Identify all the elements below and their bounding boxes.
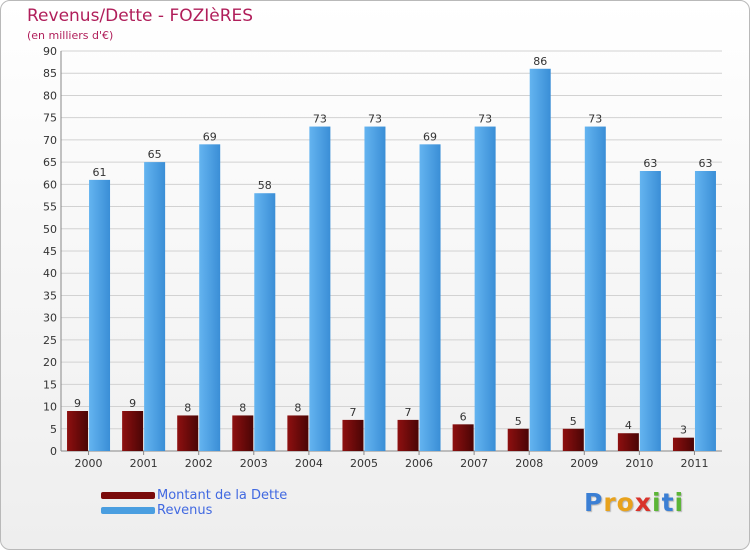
x-tick-label: 2001: [130, 457, 158, 470]
data-label-revenue: 58: [258, 179, 272, 192]
x-tick-label: 2005: [350, 457, 378, 470]
proxiti-logo: Proxiti: [584, 488, 684, 517]
bar-revenue: [254, 193, 276, 451]
y-tick-label: 5: [50, 423, 57, 436]
data-label-debt: 7: [349, 406, 356, 419]
legend-swatch-debt: [101, 492, 155, 499]
bar-revenue: [529, 68, 551, 452]
x-tick-label: 2006: [405, 457, 433, 470]
bar-revenue: [584, 126, 606, 452]
y-tick-label: 80: [43, 89, 57, 102]
data-label-revenue: 73: [313, 113, 327, 126]
data-label-revenue: 65: [148, 148, 162, 161]
bar-revenue: [89, 179, 111, 451]
bar-revenue: [309, 126, 331, 452]
logo-letter: i: [674, 488, 685, 517]
x-tick-label: 2002: [185, 457, 213, 470]
logo-letter: x: [634, 488, 652, 517]
bar-revenue: [144, 162, 166, 451]
y-tick-label: 15: [43, 378, 57, 391]
data-label-debt: 6: [460, 410, 467, 423]
bar-debt: [177, 415, 199, 451]
y-tick-label: 40: [43, 267, 57, 280]
y-tick-label: 65: [43, 156, 57, 169]
data-label-debt: 9: [129, 397, 136, 410]
legend-label-debt: Montant de la Dette: [157, 488, 288, 503]
x-tick-label: 2004: [295, 457, 323, 470]
data-label-debt: 5: [570, 415, 577, 428]
legend-item-debt: Montant de la Dette: [101, 488, 287, 503]
bar-debt: [342, 419, 364, 451]
legend-label-revenue: Revenus: [157, 503, 213, 518]
bar-debt: [232, 415, 254, 451]
x-tick-label: 2000: [75, 457, 103, 470]
bar-revenue: [474, 126, 496, 452]
y-tick-label: 85: [43, 67, 57, 80]
data-label-revenue: 86: [533, 55, 547, 68]
bar-revenue: [694, 171, 716, 451]
x-tick-label: 2003: [240, 457, 268, 470]
bar-debt: [562, 428, 584, 451]
data-label-revenue: 73: [368, 113, 382, 126]
bar-debt: [397, 419, 419, 451]
data-label-revenue: 61: [93, 166, 107, 179]
y-tick-label: 45: [43, 245, 57, 258]
data-label-revenue: 69: [423, 130, 437, 143]
data-label-revenue: 63: [643, 157, 657, 170]
y-tick-label: 60: [43, 178, 57, 191]
x-tick-label: 2007: [460, 457, 488, 470]
data-label-debt: 3: [680, 424, 687, 437]
bar-revenue: [639, 171, 661, 451]
data-label-debt: 5: [515, 415, 522, 428]
y-tick-label: 70: [43, 134, 57, 147]
y-tick-label: 25: [43, 334, 57, 347]
chart-subtitle: (en milliers d'€): [27, 29, 114, 42]
bar-debt: [67, 411, 89, 451]
bar-debt: [452, 424, 474, 451]
chart-title: Revenus/Dette - FOZIèRES: [27, 6, 254, 26]
data-label-debt: 7: [405, 406, 412, 419]
bar-debt: [122, 411, 144, 451]
bar-debt: [672, 437, 694, 451]
bar-revenue: [419, 144, 441, 452]
legend: Montant de la Dette Revenus: [101, 488, 287, 518]
y-tick-label: 90: [43, 45, 57, 58]
bar-debt: [507, 428, 529, 451]
y-tick-label: 75: [43, 112, 57, 125]
logo-letter: t: [661, 488, 675, 517]
data-label-debt: 8: [184, 401, 191, 414]
data-label-debt: 9: [74, 397, 81, 410]
x-tick-label: 2011: [680, 457, 708, 470]
data-label-revenue: 63: [698, 157, 712, 170]
bar-debt: [287, 415, 309, 451]
legend-swatch-revenue: [101, 507, 155, 514]
logo-letter: o: [616, 488, 635, 517]
bar-revenue: [364, 126, 386, 452]
x-tick-label: 2008: [515, 457, 543, 470]
data-label-debt: 8: [239, 401, 246, 414]
y-tick-label: 10: [43, 401, 57, 414]
logo-letter: i: [652, 488, 662, 517]
data-label-debt: 4: [625, 419, 632, 432]
data-label-revenue: 73: [478, 113, 492, 126]
logo-letter: r: [603, 488, 617, 517]
bar-revenue: [199, 144, 221, 452]
data-label-debt: 8: [294, 401, 301, 414]
y-tick-label: 30: [43, 312, 57, 325]
data-label-revenue: 73: [588, 113, 602, 126]
x-tick-label: 2010: [625, 457, 653, 470]
data-label-revenue: 69: [203, 130, 217, 143]
y-tick-label: 50: [43, 223, 57, 236]
logo-letter: P: [584, 488, 604, 517]
y-tick-label: 20: [43, 356, 57, 369]
x-tick-label: 2009: [570, 457, 598, 470]
y-tick-label: 0: [50, 445, 57, 458]
y-tick-label: 35: [43, 289, 57, 302]
legend-item-revenue: Revenus: [101, 503, 287, 518]
bar-debt: [617, 433, 639, 451]
y-tick-label: 55: [43, 201, 57, 214]
